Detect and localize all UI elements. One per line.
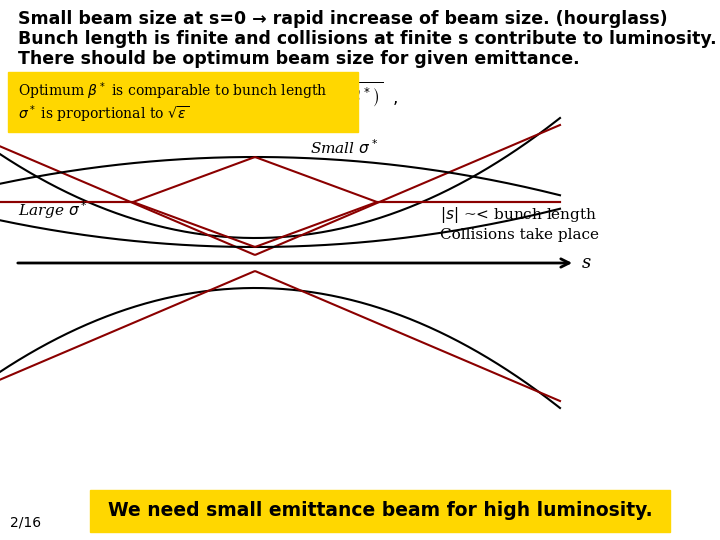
Text: Collisions take place: Collisions take place <box>440 228 599 242</box>
Text: Large $\sigma^*$: Large $\sigma^*$ <box>18 199 88 221</box>
Text: Small beam size at s=0 → rapid increase of beam size. (hourglass): Small beam size at s=0 → rapid increase … <box>18 10 667 28</box>
Text: Small $\sigma^*$: Small $\sigma^*$ <box>310 138 378 157</box>
Bar <box>90 490 670 532</box>
Text: s: s <box>582 254 591 272</box>
Text: $\sigma_x(s)\equiv\sqrt{\sigma_x^{*2}+s^2\varepsilon_x^2/\sigma_x^{*2}}=\sqrt{\v: $\sigma_x(s)\equiv\sqrt{\sigma_x^{*2}+s^… <box>40 80 398 111</box>
Text: $|s|$ ~< bunch length: $|s|$ ~< bunch length <box>440 205 597 225</box>
Text: Optimum $\beta^*$ is comparable to bunch length: Optimum $\beta^*$ is comparable to bunch… <box>18 80 328 102</box>
Text: $\sigma^*$ is proportional to $\sqrt{\varepsilon}$: $\sigma^*$ is proportional to $\sqrt{\va… <box>18 104 189 125</box>
Text: There should be optimum beam size for given emittance.: There should be optimum beam size for gi… <box>18 50 580 68</box>
Bar <box>8 72 358 132</box>
Text: We need small emittance beam for high luminosity.: We need small emittance beam for high lu… <box>108 502 652 521</box>
Text: 2/16: 2/16 <box>10 516 41 530</box>
Text: Bunch length is finite and collisions at finite s contribute to luminosity.: Bunch length is finite and collisions at… <box>18 30 716 48</box>
